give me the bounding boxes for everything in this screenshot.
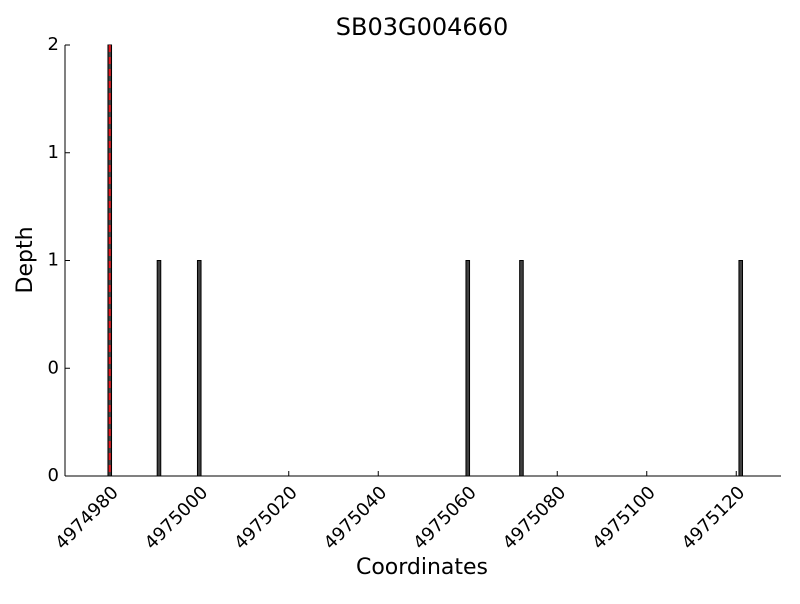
bar [196,260,202,477]
x-tick-label: 4975020 [230,482,302,554]
bar [738,260,744,477]
bar [519,260,524,477]
x-tick-label: 4974980 [51,482,123,554]
y-axis-label: Depth [13,226,38,293]
x-tick-label: 4975080 [499,482,571,554]
x-tick-label: 4975120 [678,482,750,554]
y-tick-label: 1 [48,250,59,271]
x-tick-label: 4975040 [320,482,392,554]
y-tick-label: 0 [48,357,59,378]
x-tick-label: 4975000 [141,482,213,554]
y-tick-label: 0 [48,465,59,486]
y-tick-label: 2 [48,34,59,55]
x-tick-label: 4975100 [588,482,660,554]
y-tick-label: 1 [48,142,59,163]
bar [465,260,471,477]
chart-title: SB03G004660 [336,13,508,41]
x-tick-label: 4975060 [409,482,481,554]
bar [156,260,162,477]
x-axis-label: Coordinates [356,555,488,580]
